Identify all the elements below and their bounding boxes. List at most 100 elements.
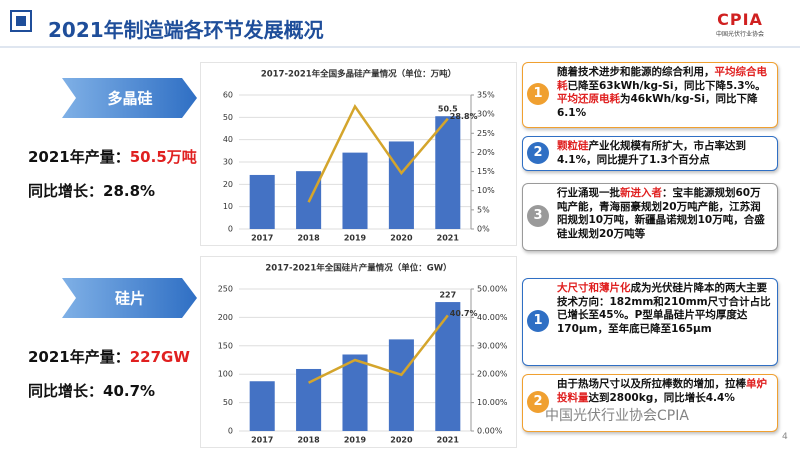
y2-tick-label: 30% (477, 110, 495, 119)
logo-text: CPIA (717, 10, 763, 29)
line-label: 40.7% (450, 309, 478, 318)
growth: 同比增长：40.7% (28, 382, 156, 400)
y-tick-label: 30 (223, 158, 233, 167)
y2-tick-label: 5% (477, 205, 490, 214)
chart-title: 2017-2021年全国多晶硅产量情况（单位：万吨） (261, 69, 456, 80)
ribbon: 硅片 (62, 278, 197, 318)
x-tick-label: 2019 (344, 436, 367, 445)
x-tick-label: 2021 (437, 234, 460, 243)
bar (435, 302, 461, 431)
note-number: 3 (527, 205, 549, 227)
y-tick-label: 0 (228, 225, 233, 234)
output-label: 2021年产量： (28, 148, 130, 166)
bar (388, 339, 414, 431)
y-tick-label: 50 (223, 113, 233, 122)
note-box: 1 随着技术进步和能源的综合利用，平均综合电耗已降至63kWh/kg-Si，同比下… (522, 62, 778, 128)
x-tick-label: 2020 (390, 234, 413, 243)
ribbon-label: 多晶硅 (107, 90, 152, 108)
y2-tick-label: 0% (477, 225, 490, 234)
chart: 2017-2021年全国多晶硅产量情况（单位：万吨） 0 10 20 30 40 50 60 0… (200, 62, 517, 246)
note-text: 大尺寸和薄片化 (557, 282, 631, 294)
y2-tick-label: 40.00% (477, 313, 508, 322)
logo-subtitle: 中国光伏行业协会 (715, 31, 764, 38)
line (308, 314, 449, 384)
note-number: 1 (527, 310, 549, 332)
bar-label: 50.5 (438, 105, 458, 114)
y-tick-label: 200 (218, 313, 233, 322)
note-box: 2 颗粒硅产业化规模有所扩大，市占率达到4.1%，同比提升了1.3个百分点 (522, 136, 778, 171)
output-label: 2021年产量： (28, 348, 130, 366)
note-number: 1 (527, 83, 549, 105)
x-tick-label: 2021 (437, 436, 460, 445)
slide-title: 2021年制造端各环节发展概况 (48, 18, 324, 42)
y-tick-label: 150 (218, 341, 233, 350)
divider (0, 46, 800, 48)
line (307, 104, 449, 203)
x-tick-label: 2020 (390, 436, 413, 445)
watermark: 中国光伏行业协会CPIA (545, 408, 689, 424)
note-text: 达到2800kg，同比增长4.4% (588, 391, 735, 404)
note-box: 1 大尺寸和薄片化成为光伏硅片降本的两大主要技术方向：182mm和210mm尺寸合… (522, 278, 778, 366)
bar (342, 152, 368, 229)
y2-tick-label: 15% (477, 167, 495, 176)
note-text: 平均综合电耗 (557, 66, 767, 92)
note-text: 已降至63kWh/kg-Si，同比下降5.3%。 (567, 79, 766, 92)
note-number: 2 (527, 391, 549, 413)
y-tick-label: 0 (228, 427, 233, 436)
y-tick-label: 40 (223, 135, 233, 144)
ribbon-label: 硅片 (115, 290, 145, 308)
x-tick-label: 2017 (251, 436, 273, 445)
line-label: 28.8% (450, 112, 478, 121)
chart: 2017-2021年全国硅片产量情况（单位：GW） 0 50 100 150 200 250… (200, 256, 517, 448)
bar (388, 141, 414, 229)
title-icon (10, 10, 32, 32)
x-tick-label: 2018 (297, 436, 320, 445)
note-number: 2 (527, 141, 549, 164)
y2-tick-label: 30.00% (477, 341, 508, 350)
logo: CPIA 中国光伏行业协会 (705, 10, 775, 38)
note-text: 行业涌现一批 (557, 187, 620, 199)
x-tick-label: 2019 (344, 234, 367, 243)
x-tick-label: 2018 (297, 234, 320, 243)
note-text: 平均还原电耗 (557, 93, 620, 105)
bar (249, 381, 275, 431)
note-text: 新进入者 (620, 187, 662, 199)
ribbon-shape (62, 78, 197, 118)
bar-label: 227 (439, 291, 456, 300)
page-number: 4 (782, 432, 788, 442)
y2-tick-label: 35% (477, 91, 495, 100)
note-text: 成为光伏硅片降本的两大主要技术方向：182mm和210mm尺寸合计占比已增长至4… (557, 282, 771, 335)
note-text: 由于热场尺寸以及所拉棒数的增加，拉棒 (557, 378, 746, 390)
output-value: 227GW (129, 348, 190, 366)
x-tick-label: 2017 (251, 234, 273, 243)
ribbon-shape (62, 278, 197, 318)
ribbon: 多晶硅 (62, 78, 197, 118)
y2-tick-label: 20% (477, 148, 495, 157)
note-box: 3 行业涌现一批新进入者：宝丰能源规划60万吨产能，青海丽豪规划20万吨产能，江苏… (522, 183, 778, 251)
y2-tick-label: 25% (477, 129, 495, 138)
note-text: 颗粒硅 (557, 140, 589, 152)
y-tick-label: 100 (218, 370, 233, 379)
y2-tick-label: 20.00% (477, 370, 508, 379)
bar (249, 174, 275, 229)
y-tick-label: 60 (223, 91, 233, 100)
note-text: 产业化规模有所扩大，市占率达到4.1%，同比提升了1.3个百分点 (557, 140, 746, 166)
y2-tick-label: 0.00% (477, 427, 503, 436)
output-value: 50.5万吨 (129, 148, 197, 166)
output: 2021年产量：50.5万吨 (28, 146, 197, 167)
output: 2021年产量：227GW (28, 346, 190, 367)
chart-title: 2017-2021年全国硅片产量情况（单位：GW） (265, 263, 451, 274)
note-text: 随着技术进步和能源的综合利用， (557, 66, 715, 78)
y-tick-label: 20 (223, 180, 233, 189)
y2-tick-label: 50.00% (477, 285, 508, 294)
bar (435, 116, 461, 229)
y2-tick-label: 10% (477, 186, 495, 195)
bar (342, 354, 368, 431)
growth: 同比增长：28.8% (28, 182, 156, 200)
note-text: 单炉投料量 (557, 378, 767, 404)
y-tick-label: 10 (223, 202, 233, 211)
note-text: ：宝丰能源规划60万吨产能，青海丽豪规划20万吨产能，江苏润阳规划10万吨，新疆… (557, 187, 765, 240)
y-tick-label: 250 (218, 285, 233, 294)
y2-tick-label: 10.00% (477, 398, 508, 407)
